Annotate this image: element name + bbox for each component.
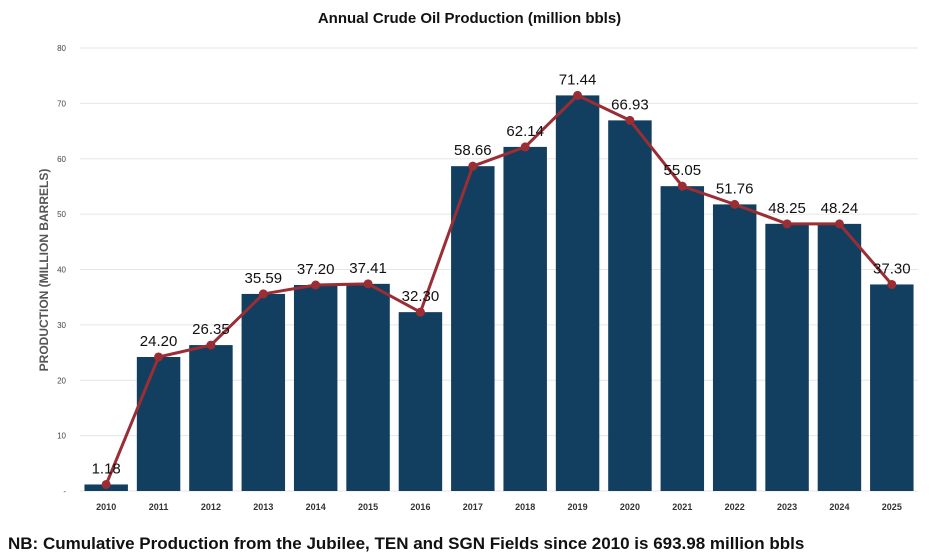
trend-point-2010 xyxy=(101,479,111,489)
trend-line-path xyxy=(104,93,893,486)
y-axis-ticks: - 10 20 30 40 50 60 70 80 xyxy=(57,44,66,496)
trend-point-2014 xyxy=(311,280,321,290)
data-label-2012: 26.35 xyxy=(192,321,230,338)
data-label-2013: 35.59 xyxy=(245,270,283,287)
bars xyxy=(84,95,914,492)
data-label-2011: 24.20 xyxy=(140,333,178,350)
x-axis-ticks: 2010 2011 2012 2013 2014 2015 2016 2017 2018 2019… xyxy=(96,502,902,512)
x-tick-label: 2011 xyxy=(149,502,169,512)
x-tick-label: 2022 xyxy=(725,502,745,512)
data-label-2015: 37.41 xyxy=(349,260,387,277)
trend-point-2022 xyxy=(730,199,740,209)
y-tick-label: 20 xyxy=(57,376,66,385)
bar-2021 xyxy=(660,186,705,491)
trend-point-2018 xyxy=(520,142,530,152)
bar-2014 xyxy=(293,285,338,491)
chart-title: Annual Crude Oil Production (million bbl… xyxy=(317,10,622,27)
x-tick-label: 2023 xyxy=(777,502,797,512)
data-label-2016: 32.30 xyxy=(402,288,440,305)
trend-point-2013 xyxy=(258,289,268,299)
x-tick-label: 2021 xyxy=(672,502,692,512)
data-label-2025: 37.30 xyxy=(873,260,911,277)
trend-point-2012 xyxy=(206,340,216,350)
x-tick-label: 2015 xyxy=(358,502,378,512)
trend-point-2015 xyxy=(363,279,373,289)
x-tick-label: 2016 xyxy=(410,502,430,512)
bar-2018 xyxy=(503,146,547,491)
bar-2015 xyxy=(346,283,390,491)
trend-point-2016 xyxy=(415,307,425,317)
bar-2016 xyxy=(398,312,443,491)
y-tick-label: 10 xyxy=(57,432,66,441)
trend-point-2023 xyxy=(782,219,792,229)
bar-2019 xyxy=(555,95,600,491)
y-tick-label: - xyxy=(63,487,66,496)
bar-line-chart: - 10 20 30 40 50 60 70 80 1.18 24.20 26.35 35.59 37.… xyxy=(37,44,918,512)
bar-2012 xyxy=(189,345,233,491)
x-tick-label: 2013 xyxy=(253,502,273,512)
trend-point-2021 xyxy=(677,181,687,191)
data-label-2024: 48.24 xyxy=(821,200,859,217)
data-label-2019: 71.44 xyxy=(559,71,597,88)
x-tick-label: 2018 xyxy=(515,502,535,512)
bar-2025 xyxy=(870,284,914,491)
bar-2022 xyxy=(712,204,757,491)
trend-point-2011 xyxy=(154,352,164,362)
bar-2013 xyxy=(241,293,286,491)
x-tick-label: 2014 xyxy=(306,502,326,512)
trend-point-2017 xyxy=(468,161,478,171)
data-label-2018: 62.14 xyxy=(506,123,544,140)
y-tick-label: 70 xyxy=(57,99,66,108)
bar-2020 xyxy=(608,120,652,491)
trend-point-2020 xyxy=(625,115,635,125)
trend-point-2019 xyxy=(573,90,583,100)
data-label-2022: 51.76 xyxy=(716,180,754,197)
data-label-2021: 55.05 xyxy=(664,162,702,179)
data-labels: 1.18 24.20 26.35 35.59 37.20 37.41 32.30 58.66 6… xyxy=(92,71,911,477)
x-tick-label: 2019 xyxy=(568,502,588,512)
bar-2011 xyxy=(136,356,181,491)
x-tick-label: 2010 xyxy=(96,502,116,512)
x-tick-label: 2020 xyxy=(620,502,640,512)
bar-2017 xyxy=(451,166,495,491)
data-label-2023: 48.25 xyxy=(768,200,806,217)
y-tick-label: 30 xyxy=(57,321,66,330)
data-label-2010: 1.18 xyxy=(92,460,121,477)
y-tick-label: 60 xyxy=(57,155,66,164)
trend-point-2025 xyxy=(887,279,897,289)
y-tick-label: 40 xyxy=(57,266,66,275)
x-tick-label: 2012 xyxy=(201,502,221,512)
bar-2024 xyxy=(817,223,862,491)
footnote: NB: Cumulative Production from the Jubil… xyxy=(8,534,805,553)
y-tick-label: 50 xyxy=(57,210,66,219)
data-label-2020: 66.93 xyxy=(611,96,649,113)
bar-2023 xyxy=(765,223,809,492)
x-tick-label: 2025 xyxy=(882,502,902,512)
data-label-2017: 58.66 xyxy=(454,142,492,159)
x-tick-label: 2017 xyxy=(463,502,483,512)
x-tick-label: 2024 xyxy=(829,502,849,512)
y-axis-label: PRODUCTION (MILLION BARRELS) xyxy=(37,169,51,372)
data-label-2014: 37.20 xyxy=(297,261,335,278)
trend-point-2024 xyxy=(834,219,844,229)
y-tick-label: 80 xyxy=(57,44,66,53)
trend-line xyxy=(101,90,897,489)
